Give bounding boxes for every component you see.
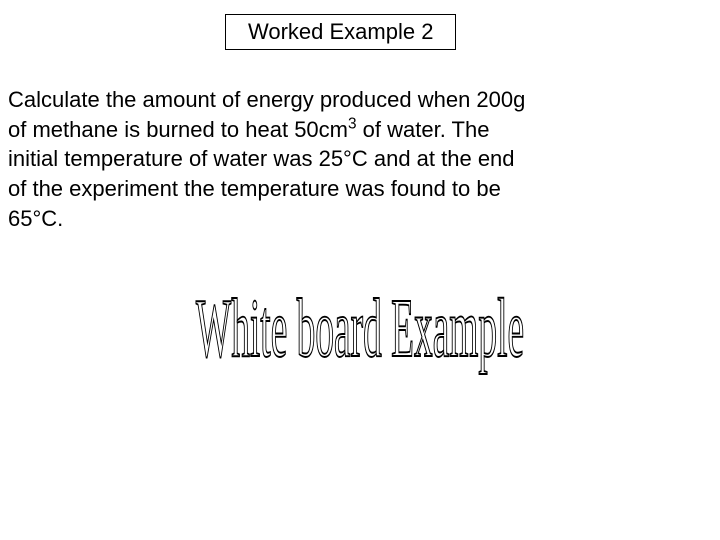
body-line5: 65°C. [8, 206, 63, 231]
body-line2-part2: of water. The [357, 117, 490, 142]
problem-statement: Calculate the amount of energy produced … [8, 85, 700, 233]
body-line4: of the experiment the temperature was fo… [8, 176, 501, 201]
body-line2-part1: of methane is burned to heat 50cm [8, 117, 348, 142]
outline-heading: White board Example [196, 280, 524, 377]
outline-heading-text: White board Example [196, 282, 524, 375]
body-line3: initial temperature of water was 25°C an… [8, 146, 515, 171]
body-line1: Calculate the amount of energy produced … [8, 87, 525, 112]
body-line2-sup: 3 [348, 115, 357, 132]
title-box: Worked Example 2 [225, 14, 456, 50]
title-text: Worked Example 2 [248, 19, 433, 44]
